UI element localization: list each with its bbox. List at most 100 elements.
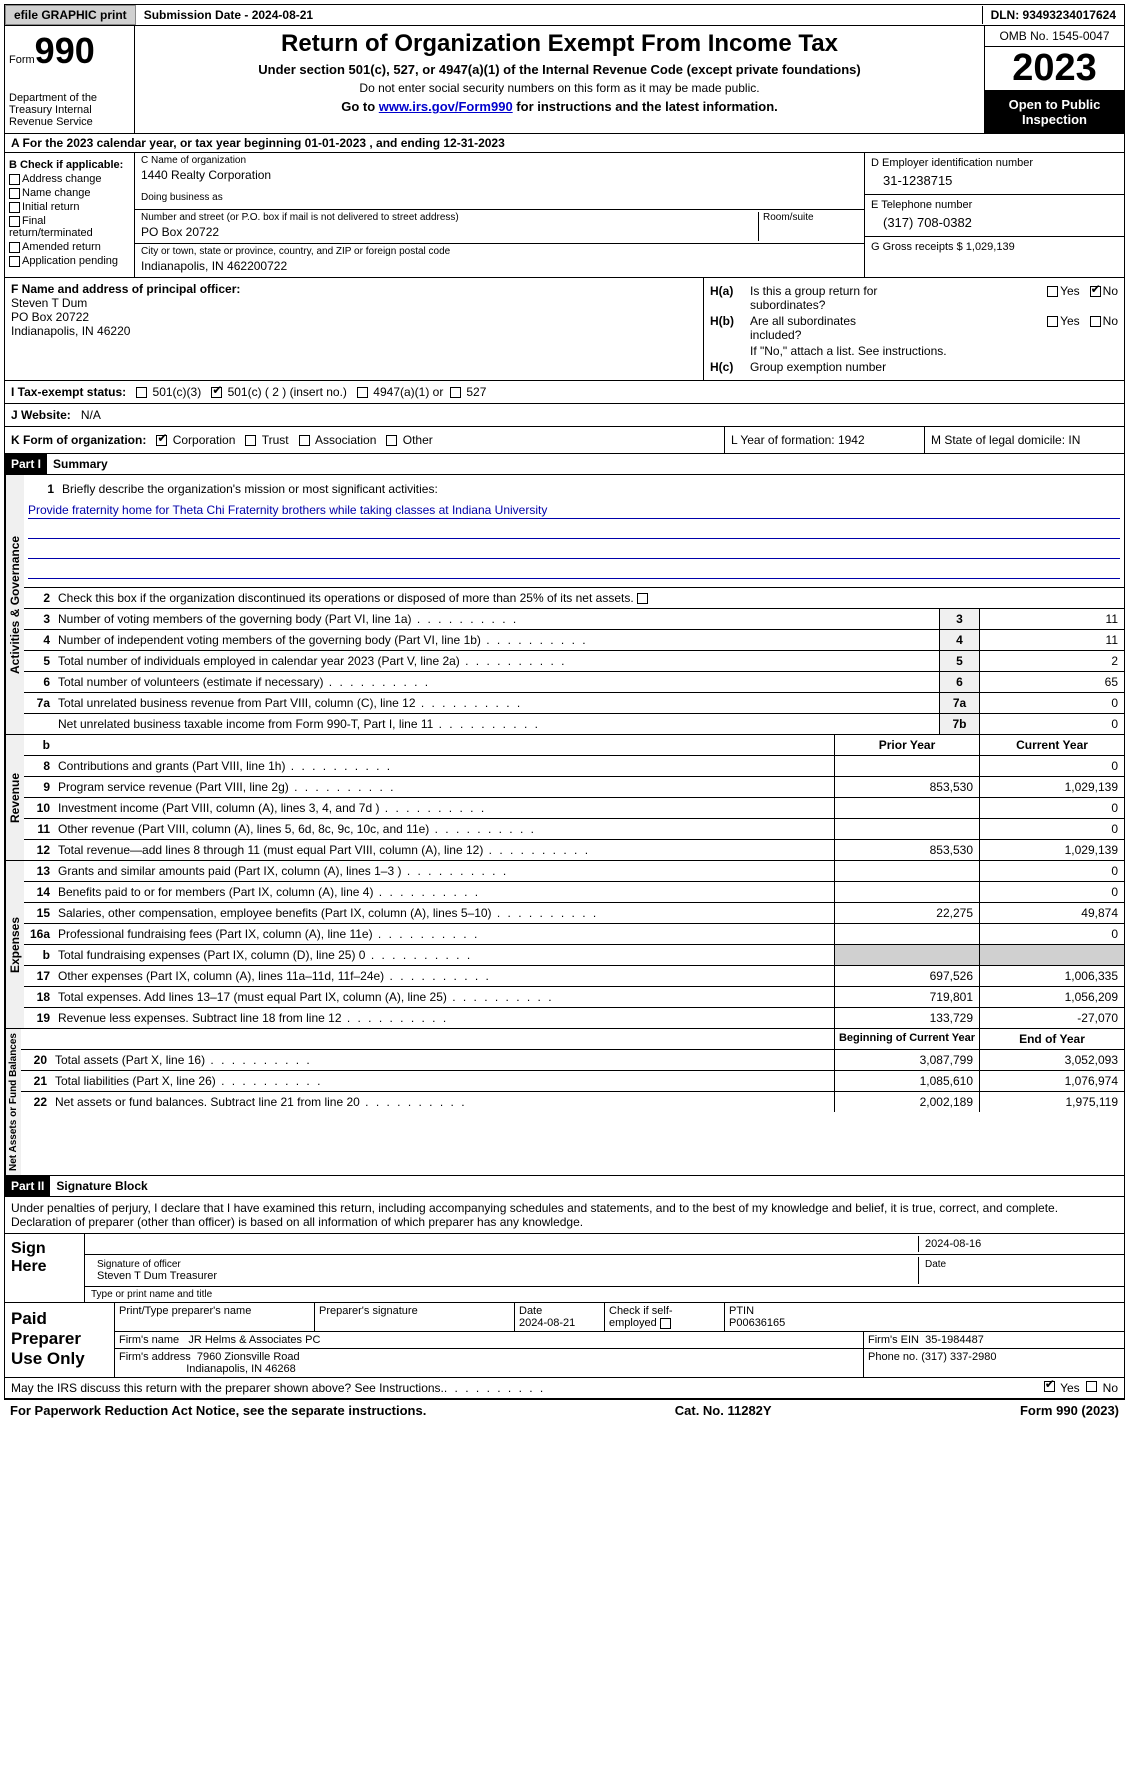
col-d-ein: D Employer identification number 31-1238… (864, 153, 1124, 277)
table-row: 13Grants and similar amounts paid (Part … (24, 861, 1124, 882)
part1-header: Part I Summary (4, 454, 1125, 475)
row-k-form-org: K Form of organization: Corporation Trus… (4, 427, 1125, 454)
vert-revenue: Revenue (5, 735, 24, 860)
vert-expenses: Expenses (5, 861, 24, 1028)
subtitle: Under section 501(c), 527, or 4947(a)(1)… (139, 62, 980, 77)
cat-no: Cat. No. 11282Y (675, 1403, 772, 1418)
dept-treasury: Department of the Treasury Internal Reve… (9, 92, 130, 128)
table-row: 9Program service revenue (Part VIII, lin… (24, 777, 1124, 798)
table-row: bTotal fundraising expenses (Part IX, co… (24, 945, 1124, 966)
table-row: 21Total liabilities (Part X, line 26)1,0… (21, 1071, 1124, 1092)
chk-discuss-no[interactable] (1086, 1381, 1097, 1392)
chk-assoc[interactable] (299, 435, 310, 446)
discuss-row: May the IRS discuss this return with the… (4, 1378, 1125, 1399)
chk-initial-return[interactable] (9, 202, 20, 213)
gross-receipts: 1,029,139 (966, 241, 1015, 253)
city-state-zip: Indianapolis, IN 462200722 (141, 257, 858, 275)
table-row: 17Other expenses (Part IX, column (A), l… (24, 966, 1124, 987)
chk-discuss-yes[interactable] (1044, 1381, 1055, 1392)
omb-number: OMB No. 1545-0047 (985, 26, 1124, 47)
col-b-checkboxes: B Check if applicable: Address change Na… (5, 153, 135, 277)
chk-hb-yes[interactable] (1047, 316, 1058, 327)
table-row: 11Other revenue (Part VIII, column (A), … (24, 819, 1124, 840)
street-address: PO Box 20722 (141, 223, 758, 241)
footer: For Paperwork Reduction Act Notice, see … (4, 1399, 1125, 1421)
org-name: 1440 Realty Corporation (141, 166, 858, 184)
sign-here-label: Sign Here (5, 1234, 85, 1302)
table-row: 22Net assets or fund balances. Subtract … (21, 1092, 1124, 1112)
table-row: 7aTotal unrelated business revenue from … (24, 693, 1124, 714)
vert-governance: Activities & Governance (5, 475, 24, 734)
chk-address-change[interactable] (9, 174, 20, 185)
chk-final-return[interactable] (9, 216, 20, 227)
table-row: 8Contributions and grants (Part VIII, li… (24, 756, 1124, 777)
paid-preparer-label: Paid Preparer Use Only (5, 1303, 115, 1377)
chk-self-employed[interactable] (660, 1318, 671, 1329)
table-row: 19Revenue less expenses. Subtract line 1… (24, 1008, 1124, 1028)
chk-4947[interactable] (357, 387, 368, 398)
table-row: 12Total revenue—add lines 8 through 11 (… (24, 840, 1124, 860)
efile-print-button[interactable]: efile GRAPHIC print (5, 5, 136, 25)
row-i-tax-status: I Tax-exempt status: 501(c)(3) 501(c) ( … (4, 381, 1125, 404)
chk-527[interactable] (450, 387, 461, 398)
firm-phone: (317) 337-2980 (921, 1351, 996, 1363)
perjury-note: Under penalties of perjury, I declare th… (5, 1197, 1124, 1234)
ein: 31-1238715 (871, 169, 1118, 190)
chk-corp[interactable] (156, 435, 167, 446)
chk-501c[interactable] (211, 387, 222, 398)
mission-text: Provide fraternity home for Theta Chi Fr… (28, 503, 1120, 519)
table-row: Net unrelated business taxable income fr… (24, 714, 1124, 734)
submission-date: Submission Date - 2024-08-21 (136, 6, 321, 24)
ssn-note: Do not enter social security numbers on … (139, 81, 980, 95)
firm-name: JR Helms & Associates PC (188, 1334, 320, 1346)
chk-name-change[interactable] (9, 188, 20, 199)
chk-trust[interactable] (245, 435, 256, 446)
col-f-officer: F Name and address of principal officer:… (5, 278, 704, 380)
dln: DLN: 93493234017624 (982, 6, 1124, 24)
officer-sig: Steven T Dum Treasurer (97, 1270, 912, 1282)
firm-addr: 7960 Zionsville Road (197, 1351, 300, 1363)
chk-501c3[interactable] (136, 387, 147, 398)
state-domicile: M State of legal domicile: IN (924, 427, 1124, 453)
form-word: Form (9, 54, 35, 66)
table-row: 14Benefits paid to or for members (Part … (24, 882, 1124, 903)
chk-hb-no[interactable] (1090, 316, 1101, 327)
tax-year: 2023 (985, 47, 1124, 91)
table-row: 20Total assets (Part X, line 16)3,087,79… (21, 1050, 1124, 1071)
goto-line: Go to www.irs.gov/Form990 for instructio… (139, 99, 980, 114)
dba (141, 203, 858, 207)
firm-ein: 35-1984487 (925, 1334, 984, 1346)
top-bar: efile GRAPHIC print Submission Date - 20… (4, 4, 1125, 26)
table-row: 3Number of voting members of the governi… (24, 609, 1124, 630)
main-title: Return of Organization Exempt From Incom… (139, 30, 980, 58)
chk-ha-yes[interactable] (1047, 286, 1058, 297)
form-header: Form990 Department of the Treasury Inter… (4, 26, 1125, 134)
row-a-tax-year: A For the 2023 calendar year, or tax yea… (4, 134, 1125, 153)
col-h-group: H(a) Is this a group return forsubordina… (704, 278, 1124, 380)
vert-netassets: Net Assets or Fund Balances (5, 1029, 21, 1175)
table-row: 16aProfessional fundraising fees (Part I… (24, 924, 1124, 945)
col-c-org-info: C Name of organization 1440 Realty Corpo… (135, 153, 864, 277)
form-number: 990 (35, 30, 95, 71)
officer-name: Steven T Dum (11, 296, 697, 310)
table-row: 18Total expenses. Add lines 13–17 (must … (24, 987, 1124, 1008)
telephone: (317) 708-0382 (871, 211, 1118, 232)
chk-amended[interactable] (9, 242, 20, 253)
open-public: Open to Public Inspection (985, 91, 1124, 133)
row-j-website: J Website: N/A (4, 404, 1125, 427)
irs-link[interactable]: www.irs.gov/Form990 (379, 99, 513, 114)
website: N/A (81, 408, 101, 422)
chk-ha-no[interactable] (1090, 286, 1101, 297)
part2-header: Part II Signature Block (4, 1176, 1125, 1197)
ptin: P00636165 (729, 1317, 1120, 1329)
table-row: 5Total number of individuals employed in… (24, 651, 1124, 672)
chk-discontinued[interactable] (637, 593, 648, 604)
sig-date: 2024-08-16 (918, 1236, 1118, 1252)
chk-app-pending[interactable] (9, 256, 20, 267)
prep-date: 2024-08-21 (519, 1317, 600, 1329)
chk-other[interactable] (386, 435, 397, 446)
table-row: 15Salaries, other compensation, employee… (24, 903, 1124, 924)
table-row: 6Total number of volunteers (estimate if… (24, 672, 1124, 693)
table-row: 10Investment income (Part VIII, column (… (24, 798, 1124, 819)
year-formation: L Year of formation: 1942 (724, 427, 924, 453)
